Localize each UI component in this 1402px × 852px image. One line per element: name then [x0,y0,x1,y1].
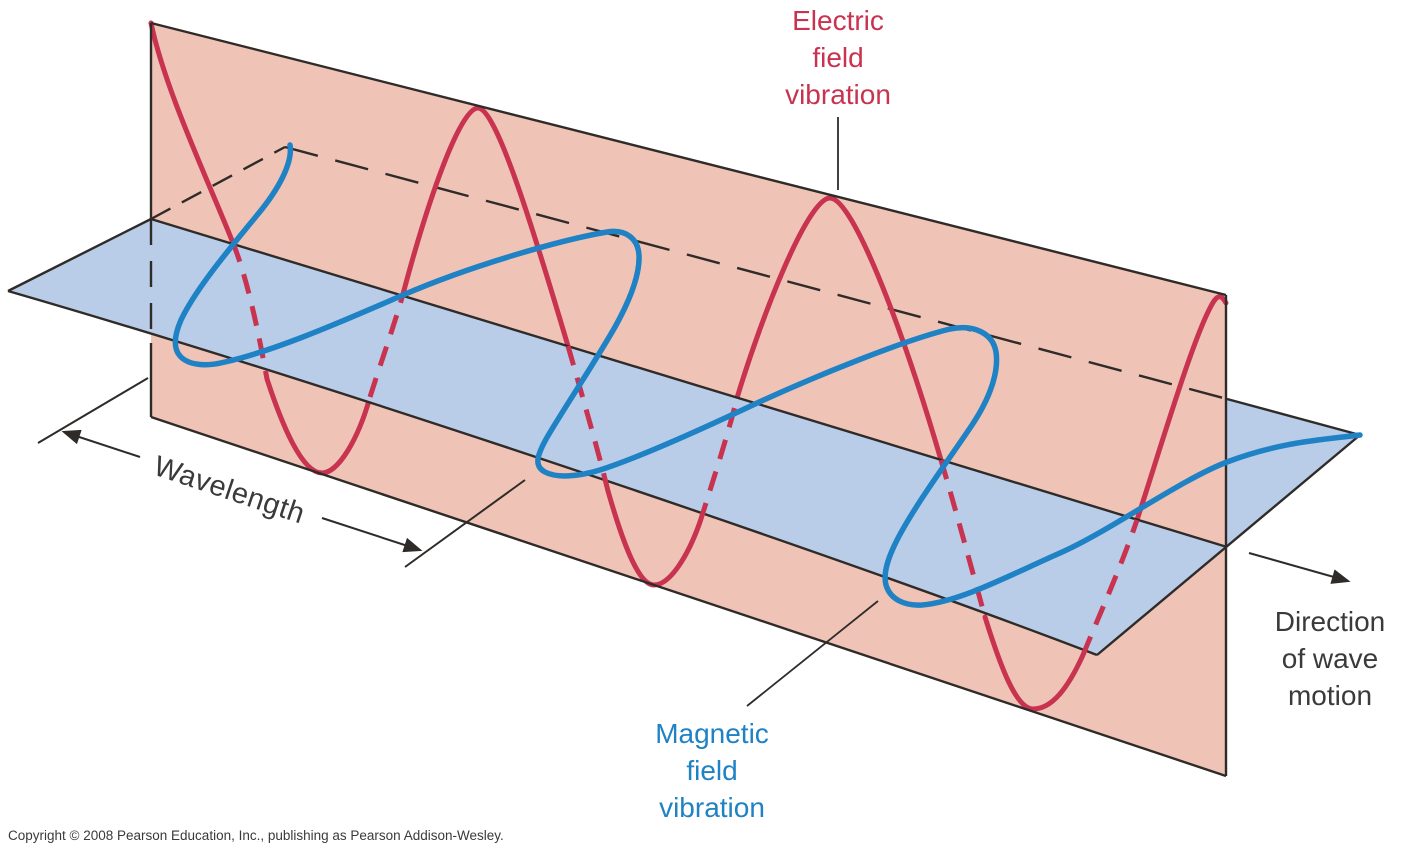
magnetic-plane-right-end-edge [1096,434,1361,656]
copyright-text: Copyright © 2008 Pearson Education, Inc.… [8,828,504,843]
magnetic-wave [172,142,1363,608]
magnetic-plane-left-width-edge [7,217,152,293]
magnetic-field-label-line-2: field [686,755,737,786]
magnetic-plane-hidden-width-edge [150,145,286,221]
wavelength-extension-tick-left [37,377,149,444]
direction-label-line-3: motion [1288,680,1372,711]
electric-plane-top-edge [150,21,1227,297]
magnetic-field-label-line-1: Magnetic [655,718,769,749]
direction-arrow [1248,552,1351,584]
magnetic-field-label-line-3: vibration [659,792,765,823]
magnetic-plane-back-edge-visible [1226,397,1361,437]
electric-wave-hidden [230,242,1140,656]
direction-label-line-1: Direction [1275,606,1385,637]
electric-plane-bottom-edge [150,415,1227,778]
electric-field-label-line-1: Electric [792,5,884,36]
magnetic-plane-hidden-back-edge [284,145,1228,401]
wavelength-arrow-right [321,517,423,553]
wavelength-extension-tick-right [404,479,526,568]
direction-label-line-2: of wave [1282,643,1379,674]
magnetic-plane-front [8,219,1227,655]
magnetic-plane-right-tip [1227,399,1360,547]
magnetic-label-leader-line [746,600,879,707]
wavelength-arrow-left [61,429,141,458]
electric-field-label-line-2: field [812,42,863,73]
plane-intersection-axis-line [150,217,1228,549]
electric-field-label-line-3: vibration [785,79,891,110]
